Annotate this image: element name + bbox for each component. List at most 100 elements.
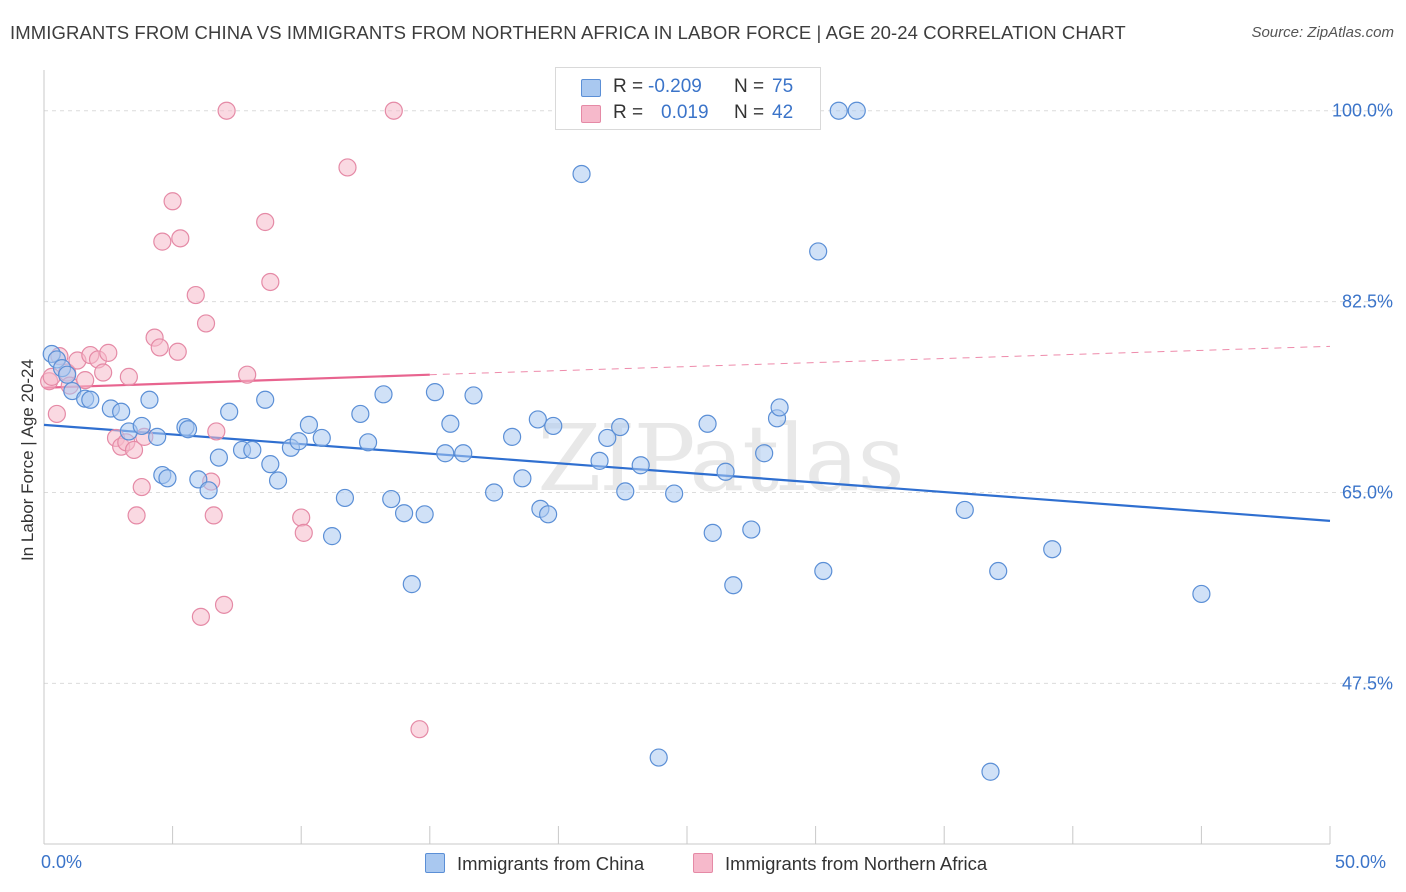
points-layer: [40, 101, 1211, 781]
point-china: [140, 390, 159, 409]
point-africa: [47, 404, 66, 424]
point-china: [322, 527, 342, 546]
point-africa: [217, 101, 236, 120]
y-tick-label: 82.5%: [1342, 292, 1393, 312]
point-africa: [171, 229, 190, 248]
y-tick-label: 47.5%: [1342, 673, 1393, 693]
axes-layer: [43, 70, 1331, 845]
chart-title: IMMIGRANTS FROM CHINA VS IMMIGRANTS FROM…: [10, 22, 1126, 43]
point-china: [1192, 584, 1211, 604]
point-china: [770, 398, 789, 417]
legend-n-value-africa: 42: [772, 102, 794, 123]
point-china: [81, 390, 100, 409]
legend-r-value-china: -0.209: [648, 76, 702, 97]
point-china: [698, 414, 717, 433]
point-china: [611, 417, 630, 437]
point-china: [1043, 540, 1062, 559]
legend-n-label-africa: N =: [734, 102, 765, 123]
point-china: [351, 404, 370, 424]
point-china: [703, 523, 722, 542]
x-tick-label-max: 50.0%: [1335, 852, 1387, 872]
point-china: [220, 402, 239, 421]
point-china: [299, 415, 319, 434]
point-china: [209, 448, 228, 467]
point-china: [528, 410, 547, 429]
point-africa: [294, 523, 313, 542]
trend-layer: [43, 345, 1331, 522]
point-africa: [163, 192, 182, 211]
point-china: [382, 489, 401, 509]
point-china: [335, 488, 355, 508]
point-africa: [153, 232, 172, 251]
point-africa: [119, 367, 138, 386]
point-africa: [338, 158, 357, 177]
point-china: [539, 505, 558, 524]
point-africa: [186, 285, 205, 305]
point-china: [814, 561, 833, 581]
bottom-legend-swatch-china: [425, 853, 445, 873]
legend-r-label-china: R =: [613, 76, 644, 97]
point-china: [268, 471, 288, 490]
point-africa: [191, 607, 210, 626]
x-tick-label-min: 0.0%: [41, 852, 83, 872]
trendline-africa-dashed: [429, 345, 1331, 376]
source-credit: Source: ZipAtlas.com: [1251, 24, 1394, 41]
legend-row-africa: R = 0.019 N = 42: [556, 99, 820, 127]
point-china: [503, 427, 522, 446]
point-china: [289, 432, 308, 451]
point-china: [112, 402, 131, 421]
point-china: [312, 428, 331, 448]
legend-n-value-china: 75: [772, 76, 794, 97]
y-tick-label: 65.0%: [1342, 482, 1393, 502]
point-china: [989, 561, 1008, 581]
point-africa: [410, 720, 429, 739]
point-china: [454, 444, 473, 463]
legend-n-label-china: N =: [734, 76, 765, 97]
point-china: [631, 456, 650, 475]
point-africa: [214, 595, 234, 614]
point-africa: [94, 363, 113, 382]
point-china: [485, 483, 504, 502]
point-africa: [76, 371, 95, 390]
bottom-legend-label-china: Immigrants from China: [457, 853, 645, 874]
point-china: [742, 520, 761, 539]
point-china: [199, 481, 218, 500]
point-china: [58, 365, 77, 384]
point-africa: [207, 422, 226, 441]
bottom-legend-swatch-africa: [693, 853, 713, 873]
point-china: [955, 500, 974, 520]
legend-swatch-china: [581, 79, 601, 97]
legend-row-china: R = -0.209 N = 75: [556, 73, 820, 101]
point-china: [394, 504, 414, 523]
point-china: [724, 576, 743, 595]
legend-swatch-africa: [581, 105, 601, 123]
point-china: [178, 420, 198, 439]
point-china: [358, 433, 378, 452]
point-china: [402, 575, 421, 594]
point-china: [256, 390, 275, 409]
point-africa: [124, 440, 144, 460]
point-china: [374, 385, 393, 404]
point-africa: [132, 477, 151, 497]
y-axis-label: In Labor Force | Age 20-24: [18, 359, 37, 561]
point-china: [464, 386, 483, 405]
y-tick-label: 100.0%: [1332, 101, 1393, 121]
point-africa: [256, 212, 275, 232]
trendline-china: [43, 423, 1331, 522]
point-china: [415, 505, 434, 524]
bottom-legend-label-africa: Immigrants from Northern Africa: [725, 853, 988, 874]
point-china: [716, 462, 735, 481]
point-africa: [127, 506, 146, 525]
point-china: [572, 164, 591, 184]
point-china: [132, 416, 151, 436]
point-china: [148, 427, 167, 446]
point-africa: [196, 314, 216, 333]
point-china: [809, 242, 828, 261]
point-china: [261, 455, 280, 474]
point-china: [425, 383, 445, 402]
point-africa: [261, 272, 280, 292]
point-china: [665, 484, 684, 503]
point-china: [649, 748, 668, 767]
point-china: [981, 762, 1000, 781]
